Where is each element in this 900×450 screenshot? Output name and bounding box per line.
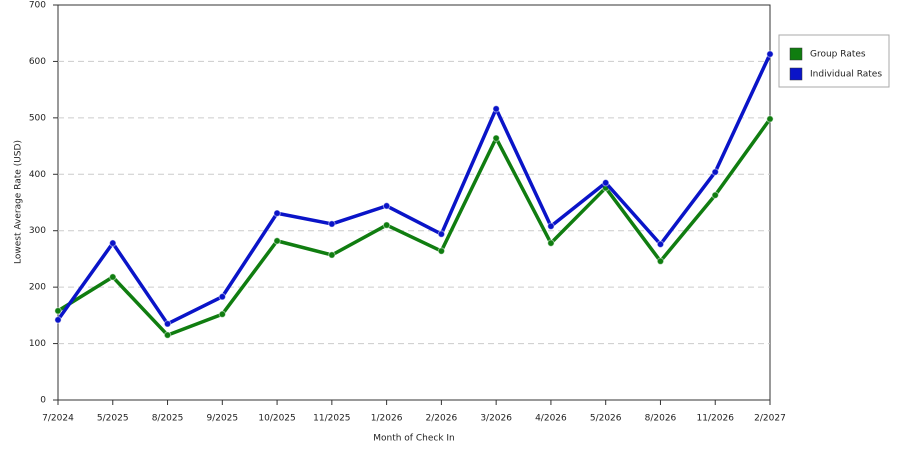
data-point — [382, 221, 391, 229]
data-point — [163, 331, 172, 339]
x-tick-label: 2/2027 — [754, 414, 786, 424]
data-point — [328, 220, 336, 228]
data-point — [492, 134, 500, 142]
x-tick-label: 5/2026 — [590, 414, 622, 424]
data-point — [547, 222, 555, 230]
legend-label: Individual Rates — [810, 70, 882, 80]
data-point — [437, 247, 446, 255]
data-point — [54, 307, 62, 315]
data-point — [382, 202, 391, 210]
data-point — [547, 239, 555, 247]
x-tick-label: 3/2026 — [480, 414, 512, 424]
data-point — [656, 257, 665, 265]
data-point — [766, 50, 774, 58]
x-tick-label: 4/2026 — [535, 414, 567, 424]
data-point — [601, 179, 610, 187]
data-point — [766, 115, 774, 123]
data-point — [273, 209, 281, 217]
series-line — [57, 117, 772, 337]
x-tick-label: 9/2025 — [206, 414, 238, 424]
data-point — [711, 191, 719, 199]
plot-frame — [57, 4, 771, 401]
data-point — [54, 316, 62, 324]
data-point — [163, 320, 172, 328]
data-point — [218, 293, 227, 301]
y-tick-label: 0 — [40, 396, 46, 406]
data-point — [711, 168, 719, 176]
x-tick-label: 8/2025 — [152, 414, 184, 424]
x-tick-label: 11/2026 — [697, 414, 735, 424]
legend-label: Group Rates — [810, 50, 866, 60]
data-point — [273, 237, 281, 245]
x-axis-label: Month of Check In — [373, 434, 455, 444]
series-line — [56, 53, 772, 326]
x-tick-label: 5/2025 — [97, 414, 129, 424]
x-tick-label: 7/2024 — [42, 414, 74, 424]
y-tick-label: 300 — [29, 226, 46, 236]
y-tick-label: 200 — [29, 283, 46, 293]
y-tick-label: 500 — [29, 113, 46, 123]
legend-swatch — [789, 67, 803, 81]
y-tick-label: 400 — [29, 170, 46, 180]
x-tick-label: 2/2026 — [426, 414, 458, 424]
legend-swatch — [789, 47, 803, 61]
y-tick-label: 100 — [29, 339, 46, 349]
y-axis-label: Lowest Average Rate (USD) — [14, 140, 24, 264]
data-point — [109, 273, 117, 281]
data-point — [328, 251, 336, 259]
x-tick-label: 10/2025 — [258, 414, 295, 424]
data-point — [437, 230, 446, 238]
x-tick-label: 8/2026 — [645, 414, 677, 424]
data-point — [218, 310, 227, 318]
y-tick-label: 700 — [29, 1, 46, 11]
data-point — [109, 239, 117, 247]
y-tick-label: 600 — [29, 57, 46, 67]
data-point — [656, 240, 665, 248]
x-tick-label: 1/2026 — [371, 414, 403, 424]
data-point — [492, 105, 500, 113]
x-tick-label: 11/2025 — [313, 414, 350, 424]
